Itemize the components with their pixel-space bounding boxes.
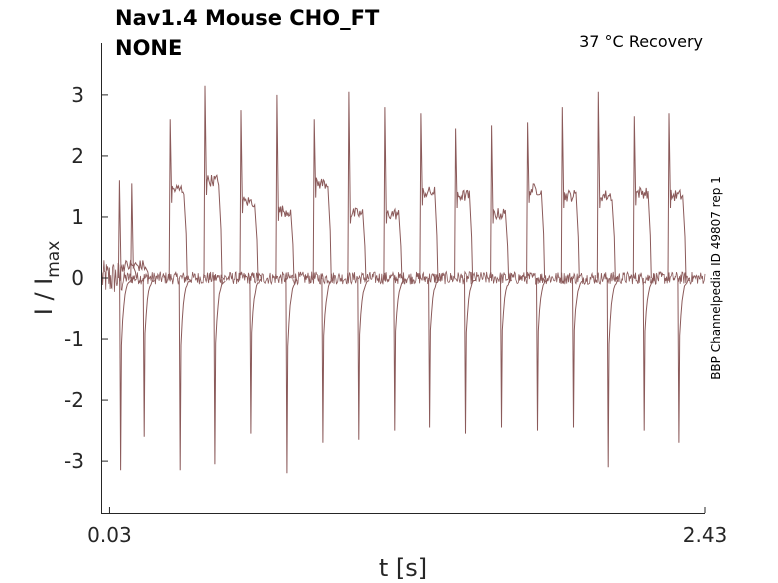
svg-text:I / Imax: I / Imax (30, 241, 64, 316)
lower-pulse (142, 277, 155, 437)
lower-pulse (464, 277, 476, 434)
y-tick-label: -1 (64, 327, 84, 351)
x-tick-label: 0.03 (87, 523, 132, 547)
chart-subtitle: NONE (115, 36, 182, 60)
lower-pulse (119, 277, 132, 471)
baseline-trace (101, 260, 706, 292)
y-tick-label: 1 (71, 205, 84, 229)
upper-pulse (419, 113, 439, 279)
upper-pulse (130, 183, 150, 279)
lower-pulse (285, 277, 298, 474)
lower-pulse (393, 277, 406, 431)
lower-pulse (428, 277, 441, 428)
upper-pulse (596, 91, 616, 279)
upper-pulse (312, 119, 332, 279)
upper-pulse (454, 128, 474, 279)
traces (101, 85, 706, 474)
lower-pulse (178, 277, 191, 471)
upper-pulse (203, 85, 223, 279)
upper-pulse (168, 119, 188, 279)
lower-pulse (249, 277, 262, 434)
y-tick-label: 3 (71, 83, 84, 107)
y-tick-label: 2 (71, 144, 84, 168)
y-tick-label: -3 (64, 449, 84, 473)
lower-pulse (572, 277, 585, 428)
lower-pulse (213, 277, 226, 465)
y-ticks: 3 2 1 0 -1 -2 -3 (64, 83, 108, 473)
lower-pulse (677, 277, 690, 443)
lower-pulse (606, 277, 619, 468)
upper-pulse (275, 94, 295, 279)
x-tick-label: 2.43 (683, 523, 728, 547)
plot-area: 3 2 1 0 -1 -2 -3 0.03 2.43 (64, 43, 727, 547)
y-tick-label: -2 (64, 388, 84, 412)
condition-label: 37 °C Recovery (579, 32, 703, 51)
upper-pulse (239, 110, 259, 279)
x-axis-label: t [s] (379, 554, 427, 582)
lower-pulse (642, 277, 655, 431)
lower-pulse (321, 277, 334, 443)
upper-pulse (560, 107, 580, 279)
x-ticks: 0.03 2.43 (87, 507, 727, 547)
y-tick-label: 0 (71, 266, 84, 290)
chart-title: Nav1.4 Mouse CHO_FT (115, 6, 380, 30)
upper-pulse (347, 91, 367, 279)
upper-pulse (632, 116, 652, 279)
y-axis-label-sub: max (44, 241, 64, 278)
y-axis-label-main: I / I (30, 278, 58, 316)
upper-pulse (526, 122, 546, 279)
y-axis-label: I / Imax (30, 241, 64, 316)
upper-pulse (667, 113, 687, 279)
side-label: BBP Channelpedia ID 49807 rep 1 (709, 176, 723, 380)
upper-pulse (490, 125, 510, 279)
lower-pulse (536, 277, 549, 431)
upper-pulse (117, 180, 137, 279)
lower-pulse (357, 277, 370, 440)
lower-pulse (500, 277, 513, 428)
upper-pulse (383, 107, 403, 279)
